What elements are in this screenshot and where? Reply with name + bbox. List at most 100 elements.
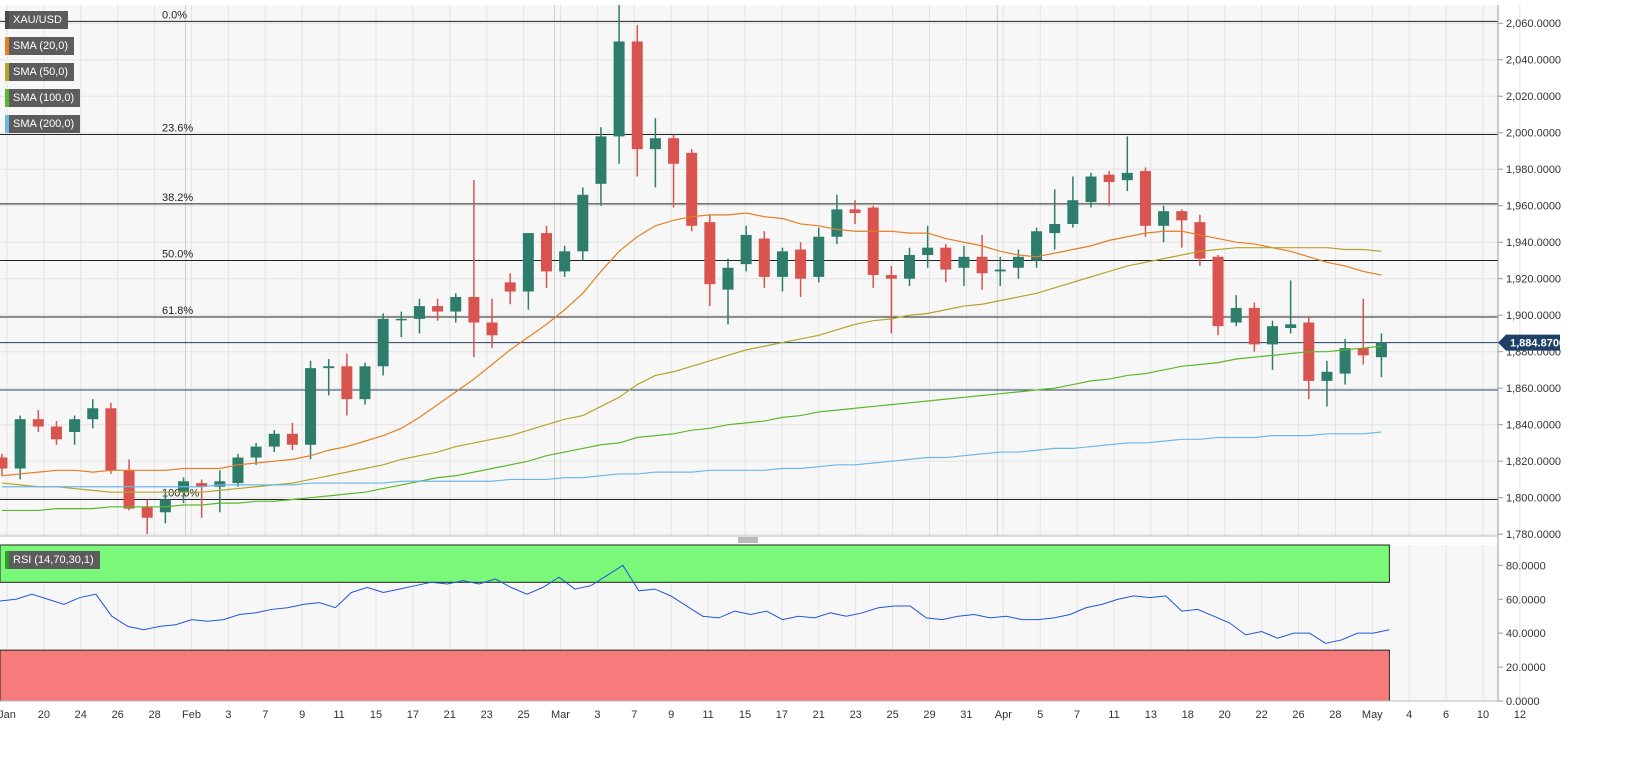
x-tick-label: 31 <box>960 709 972 721</box>
rsi-y-tick-label: 20.0000 <box>1506 662 1546 674</box>
legend-rsi[interactable]: RSI (14,70,30,1) <box>5 551 100 569</box>
x-tick-label: 15 <box>739 709 751 721</box>
x-tick-label: 5 <box>1037 709 1043 721</box>
x-tick-label: 10 <box>1477 709 1489 721</box>
candle-body <box>1085 176 1097 203</box>
candle-body <box>1375 342 1387 358</box>
sma100-line <box>2 345 1382 512</box>
legend-symbol[interactable]: XAU/USD <box>5 11 68 29</box>
x-tick-label: 11 <box>1108 709 1119 721</box>
candle-body <box>595 136 607 184</box>
candle-body <box>867 207 879 276</box>
x-tick-label: Apr <box>995 709 1012 721</box>
x-tick-label: 18 <box>1182 709 1194 721</box>
candle-body <box>1357 348 1369 356</box>
legend-sma100[interactable]: SMA (100,0) <box>5 89 81 107</box>
candle-body <box>141 506 153 518</box>
rsi-plot-area <box>0 544 1521 702</box>
x-tick-label: 9 <box>668 709 674 721</box>
candle-body <box>268 433 280 447</box>
candle-body <box>214 481 226 487</box>
y-tick-label: 2,020.0000 <box>1506 91 1561 103</box>
fibonacci-label: 61.8% <box>162 305 193 317</box>
candle-body <box>541 233 552 272</box>
x-tick-label: 29 <box>923 709 935 721</box>
candle-body <box>704 222 716 285</box>
x-tick-label: 20 <box>38 709 50 721</box>
pane-splitter-handle[interactable] <box>738 537 758 543</box>
sma50-line <box>1 247 1382 493</box>
x-tick-label: 4 <box>1406 709 1412 721</box>
candle-body <box>1230 307 1242 323</box>
price-plot-bg <box>0 5 1498 536</box>
candle-body <box>686 152 698 226</box>
y-tick-label: 2,040.0000 <box>1506 55 1561 67</box>
candle-body <box>577 194 589 252</box>
x-tick-label: 13 <box>1145 709 1157 721</box>
candle-body <box>1212 256 1224 327</box>
y-tick-label: 1,800.0000 <box>1506 493 1561 505</box>
candle-body <box>0 457 8 469</box>
x-tick-label: 28 <box>1329 709 1341 721</box>
candle-body <box>559 251 571 272</box>
y-tick-label: 1,900.0000 <box>1506 310 1561 322</box>
x-tick-label: 22 <box>1255 709 1267 721</box>
candle-body <box>123 470 135 509</box>
x-tick-label: 20 <box>1219 709 1231 721</box>
fibonacci-label: 23.6% <box>162 123 193 135</box>
y-tick-label: 1,980.0000 <box>1506 164 1561 176</box>
last-price-tag <box>1498 334 1560 351</box>
last-price-label: 1,884.8700 <box>1510 338 1565 350</box>
candle-body <box>286 433 298 445</box>
candle-body <box>922 247 934 255</box>
candle-body <box>413 306 425 319</box>
candle-body <box>795 249 807 279</box>
candle-body <box>1067 200 1079 224</box>
candle-body <box>32 419 44 427</box>
x-tick-label: 23 <box>481 709 493 721</box>
legend-sma200[interactable]: SMA (200,0) <box>5 115 81 133</box>
candle-body <box>87 408 99 420</box>
candle-body <box>486 322 498 336</box>
y-tick-label: 2,000.0000 <box>1506 128 1561 140</box>
rsi-y-tick-label: 80.0000 <box>1506 560 1546 572</box>
x-tick-label: 17 <box>407 709 419 721</box>
x-tick-label: 21 <box>813 709 825 721</box>
candle-body <box>668 138 680 164</box>
candle-body <box>50 426 62 440</box>
x-tick-label: 3 <box>594 709 600 721</box>
x-tick-label: 23 <box>850 709 862 721</box>
x-tick-label: Feb <box>182 709 201 721</box>
y-tick-label: 1,920.0000 <box>1506 274 1561 286</box>
candle-body <box>776 251 788 277</box>
legend-sma20[interactable]: SMA (20,0) <box>5 37 75 55</box>
rsi-line <box>0 564 1390 644</box>
fibonacci-label: 38.2% <box>162 192 193 204</box>
x-tick-label: 11 <box>702 709 713 721</box>
price-plot-area: 0.0% 23.6% 38.2% 50.0% 61.8% 100.0% <box>0 5 1521 536</box>
y-tick-label: 1,780.0000 <box>1506 529 1561 541</box>
rsi-y-tick-label: 0.0000 <box>1506 696 1540 708</box>
candle-body <box>504 282 516 292</box>
candle-body <box>613 41 625 137</box>
candle-body <box>722 267 734 290</box>
rsi-overbought-zone <box>0 544 1390 583</box>
candle-body <box>1267 326 1278 345</box>
candle-body <box>1158 211 1170 226</box>
legend-sma50[interactable]: SMA (50,0) <box>5 63 75 81</box>
fibonacci-label: 100.0% <box>162 488 200 500</box>
axes: Jan 20 24 26 28 Feb 3 7 9 11 15 17 21 23 25 Mar 3 7 9 11 15 1… <box>0 5 1565 721</box>
x-tick-label: Jan <box>0 709 16 721</box>
candle-body <box>522 233 534 292</box>
candle-body <box>323 366 335 369</box>
candle-body <box>359 366 371 400</box>
y-tick-label: 1,860.0000 <box>1506 383 1561 395</box>
sma20-line <box>1 212 1382 477</box>
candle-body <box>1176 211 1188 221</box>
candle-body <box>758 238 770 277</box>
candle-body <box>14 419 26 469</box>
candle-body <box>1339 348 1351 374</box>
candle-body <box>1103 174 1115 182</box>
candle-body <box>432 306 444 312</box>
fibonacci-label: 0.0% <box>162 9 187 21</box>
